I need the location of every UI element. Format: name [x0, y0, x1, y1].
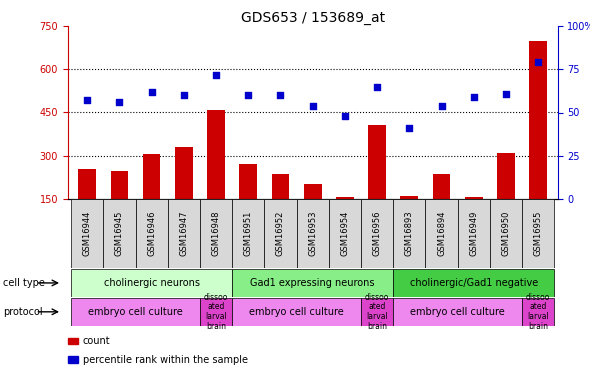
Text: Gad1 expressing neurons: Gad1 expressing neurons: [250, 278, 375, 288]
Bar: [103, 199, 136, 268]
Text: protocol: protocol: [3, 307, 42, 317]
Text: GSM16950: GSM16950: [502, 211, 510, 256]
Point: [147, 89, 156, 95]
Bar: [497, 153, 515, 242]
Text: GSM16948: GSM16948: [212, 211, 221, 256]
Text: GSM16945: GSM16945: [115, 211, 124, 256]
Point: [372, 84, 382, 90]
Bar: [394, 199, 425, 268]
Bar: [529, 40, 547, 242]
Point: [533, 60, 543, 66]
Point: [211, 72, 221, 78]
Bar: [425, 199, 458, 268]
Bar: [207, 110, 225, 242]
Text: GSM16894: GSM16894: [437, 211, 446, 256]
Bar: [78, 169, 96, 242]
Text: count: count: [83, 336, 110, 346]
Bar: [264, 199, 297, 268]
Bar: [71, 199, 103, 268]
Text: embryo cell culture: embryo cell culture: [249, 307, 344, 317]
Text: GSM16953: GSM16953: [308, 211, 317, 256]
Text: GSM16951: GSM16951: [244, 211, 253, 256]
Bar: [71, 298, 200, 326]
Bar: [490, 199, 522, 268]
Text: cholinergic/Gad1 negative: cholinergic/Gad1 negative: [409, 278, 538, 288]
Point: [340, 113, 350, 119]
Text: cell type: cell type: [3, 278, 45, 288]
Text: GSM16954: GSM16954: [340, 211, 349, 256]
Bar: [394, 298, 522, 326]
Text: GSM16955: GSM16955: [534, 211, 543, 256]
Point: [308, 103, 317, 109]
Text: GSM16956: GSM16956: [373, 211, 382, 256]
Text: GSM16949: GSM16949: [469, 211, 478, 256]
Point: [502, 90, 511, 96]
Text: GSM16944: GSM16944: [83, 211, 91, 256]
Bar: [329, 199, 361, 268]
Bar: [465, 197, 483, 242]
Bar: [136, 199, 168, 268]
Text: embryo cell culture: embryo cell culture: [88, 307, 183, 317]
Point: [179, 92, 189, 98]
Point: [276, 92, 285, 98]
Bar: [200, 298, 232, 326]
Text: GSM16952: GSM16952: [276, 211, 285, 256]
Text: dissoo
ated
larval
brain: dissoo ated larval brain: [526, 293, 550, 331]
Point: [114, 99, 124, 105]
Bar: [71, 269, 232, 297]
Bar: [175, 147, 193, 242]
Text: GSM16946: GSM16946: [147, 211, 156, 256]
Point: [405, 125, 414, 131]
Text: GSM16947: GSM16947: [179, 211, 188, 256]
Bar: [458, 199, 490, 268]
Bar: [522, 199, 555, 268]
Bar: [361, 199, 394, 268]
Bar: [168, 199, 200, 268]
Point: [83, 98, 92, 104]
Bar: [401, 196, 418, 242]
Bar: [304, 184, 322, 242]
Text: dissoo
ated
larval
brain: dissoo ated larval brain: [204, 293, 228, 331]
Bar: [143, 154, 160, 242]
Bar: [200, 199, 232, 268]
Bar: [361, 298, 394, 326]
Bar: [232, 269, 394, 297]
Title: GDS653 / 153689_at: GDS653 / 153689_at: [241, 11, 385, 25]
Point: [469, 94, 478, 100]
Bar: [232, 298, 361, 326]
Bar: [271, 174, 289, 242]
Bar: [110, 171, 128, 242]
Bar: [522, 298, 555, 326]
Bar: [232, 199, 264, 268]
Bar: [394, 269, 555, 297]
Bar: [240, 164, 257, 242]
Text: cholinergic neurons: cholinergic neurons: [104, 278, 199, 288]
Bar: [432, 174, 450, 242]
Bar: [336, 197, 354, 242]
Text: dissoo
ated
larval
brain: dissoo ated larval brain: [365, 293, 389, 331]
Text: embryo cell culture: embryo cell culture: [410, 307, 505, 317]
Text: percentile rank within the sample: percentile rank within the sample: [83, 355, 248, 364]
Bar: [368, 125, 386, 242]
Bar: [297, 199, 329, 268]
Point: [437, 103, 446, 109]
Text: GSM16893: GSM16893: [405, 211, 414, 256]
Point: [244, 92, 253, 98]
